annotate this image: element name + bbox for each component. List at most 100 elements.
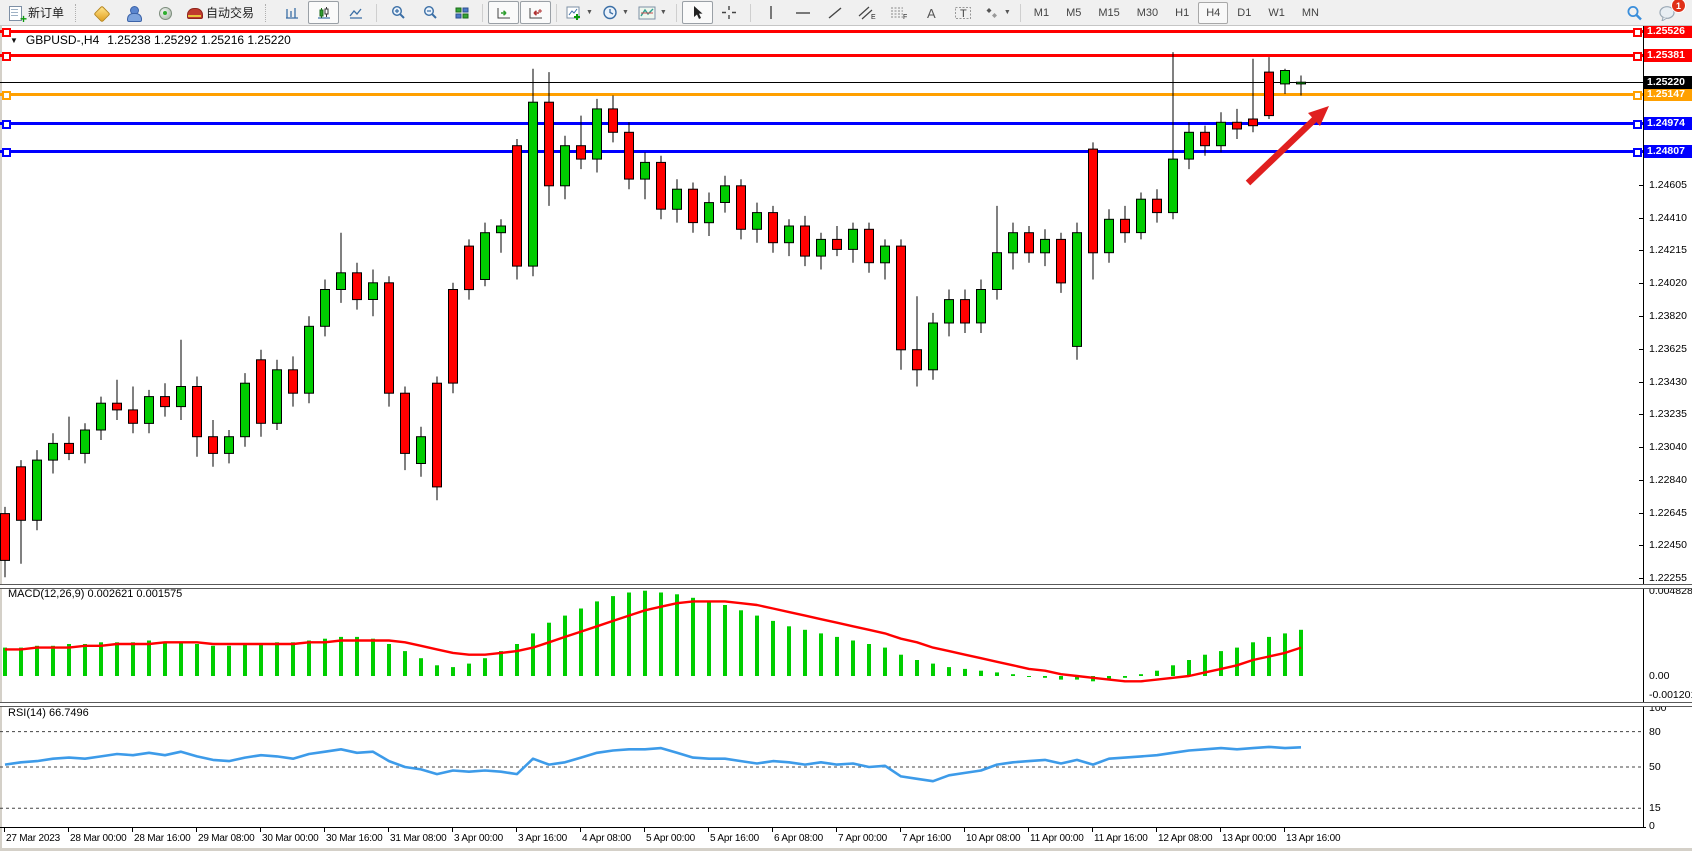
price-line[interactable] [0,92,1643,96]
candle-bullish [224,436,234,454]
signals-button[interactable] [150,1,181,24]
price-axis-tick [1639,217,1643,219]
vertical-line-button[interactable] [756,1,787,24]
time-axis-tick [964,828,965,832]
candle-bullish [48,442,58,461]
time-axis-tick [68,828,69,832]
notifications-button[interactable]: 1 [1651,0,1686,24]
arrows-button[interactable]: ▼ [980,1,1015,24]
horizontal-line-button[interactable] [788,1,819,24]
candlestick-chart-button[interactable] [308,1,340,24]
candle-bullish [80,429,90,454]
equidistant-channel-button[interactable]: E [852,1,883,24]
bar-chart-button[interactable] [276,1,307,24]
fibonacci-button[interactable]: F [884,1,915,24]
macd-histogram-bar [403,651,407,676]
macd-histogram-bar [371,638,375,676]
tile-windows-button[interactable] [446,1,477,24]
macd-histogram-bar [835,636,839,676]
trendline-button[interactable] [820,1,851,24]
time-axis-tick-label: 28 Mar 16:00 [134,833,191,844]
chart-collapse-icon[interactable]: ▼ [10,35,18,45]
candle-bullish [992,252,1002,290]
time-axis-line [0,827,1646,828]
timeframe-m5[interactable]: M5 [1066,6,1082,19]
community-button[interactable] [118,1,149,24]
chart-shift-button[interactable] [520,1,552,24]
indicators-button[interactable]: ▼ [562,1,597,24]
timeframe-mn[interactable]: MN [1301,6,1319,19]
text-label-button[interactable]: T [948,1,979,24]
macd-histogram-bar [611,596,615,676]
macd-histogram-bar [211,645,215,676]
macd-histogram-bar [275,642,279,676]
timeframe-d1[interactable]: D1 [1237,6,1252,19]
macd-pane-resize-handle[interactable] [0,584,1692,589]
crosshair-icon [722,6,737,19]
candle-bearish [1152,198,1162,214]
candle-bullish [1296,81,1306,85]
cursor-button[interactable] [681,1,713,24]
new-order-label: 新订单 [28,6,65,20]
macd-histogram-bar [1299,629,1303,676]
price-line[interactable] [0,121,1643,125]
templates-button[interactable]: ▼ [634,1,671,24]
candle-bullish [640,161,650,180]
macd-histogram-bar [227,645,231,676]
macd-histogram-bar [723,605,727,676]
rsi-pane-resize-handle[interactable] [0,702,1692,707]
periods-button[interactable]: ▼ [598,1,633,24]
price-line[interactable] [0,149,1643,153]
current-price-line [0,82,1643,84]
candle-bullish [1216,121,1226,147]
time-axis-tick-label: 10 Apr 08:00 [966,833,1021,844]
autotrading-button[interactable]: 自动交易 [182,1,258,24]
macd-histogram-bar [435,665,439,676]
macd-histogram-bar [563,615,567,676]
candle-bearish [896,245,906,351]
timeframe-h1[interactable]: H1 [1175,6,1190,19]
macd-histogram-bar [883,647,887,676]
price-axis-tick-label: 1.22645 [1649,506,1687,519]
candle-bullish [848,228,858,250]
mql-market-button[interactable] [86,1,117,24]
crosshair-button[interactable] [714,1,745,24]
macd-histogram-bar [1235,647,1239,676]
price-axis-tick-label: 1.22840 [1649,474,1687,487]
timeframe-m1[interactable]: M1 [1033,6,1050,19]
rsi-value: 66.7496 [48,707,89,719]
price-line[interactable] [0,29,1643,33]
macd-histogram-bar [387,644,391,676]
candle-bearish [544,101,554,187]
zoom-in-button[interactable] [382,1,413,24]
timeframe-w1[interactable]: W1 [1268,6,1285,19]
macd-histogram-bar [867,644,871,676]
price-axis-tick [1639,282,1643,284]
toolbar-separator [376,3,378,22]
candle-bearish [1120,218,1130,234]
macd-histogram-bar [467,663,471,676]
line-chart-button[interactable] [340,1,371,24]
time-axis-tick [196,828,197,832]
search-button[interactable] [1619,1,1650,24]
price-line[interactable] [0,53,1643,57]
time-axis-tick [452,828,453,832]
candle-bullish [304,325,314,394]
macd-histogram-bar [787,626,791,676]
candle-bullish [1104,218,1114,254]
price-axis-tick-label: 1.24020 [1649,276,1687,289]
text-icon: A [927,6,936,20]
new-order-button[interactable]: + 新订单 [4,1,68,25]
time-axis-tick [644,828,645,832]
window-left-edge [0,26,2,848]
time-axis-tick [1220,828,1221,832]
vertical-line-icon [770,6,773,19]
auto-scroll-button[interactable] [488,1,520,24]
timeframe-m30[interactable]: M30 [1136,6,1159,19]
zoom-out-button[interactable] [414,1,445,24]
price-axis-tick [1639,512,1643,514]
text-button[interactable]: A [916,1,947,24]
timeframe-m15[interactable]: M15 [1098,6,1120,19]
text-label-icon: T [955,7,972,20]
timeframe-h4[interactable]: H4 [1198,1,1229,24]
